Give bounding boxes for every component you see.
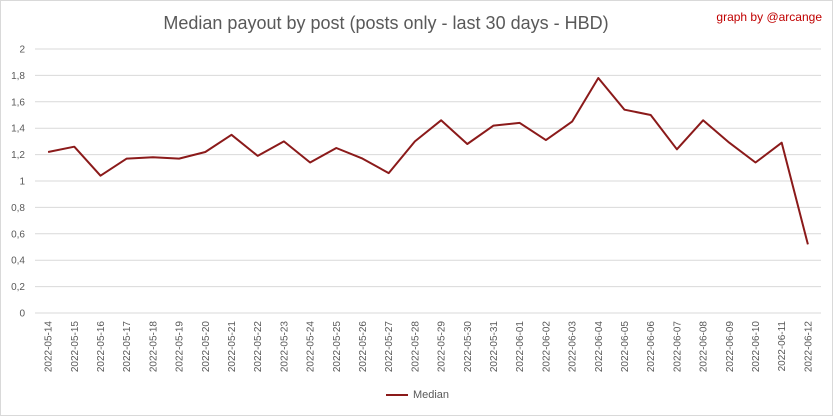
x-tick-label: 2022-05-14: [44, 321, 55, 373]
x-tick-label: 2022-06-06: [646, 321, 657, 373]
legend: Median: [1, 389, 832, 401]
y-tick-label: 1: [19, 177, 25, 188]
series-lines: [47, 77, 809, 245]
y-tick-label: 0,2: [11, 282, 25, 293]
x-tick-label: 2022-06-02: [541, 321, 552, 373]
x-tick-label: 2022-06-07: [672, 321, 683, 373]
x-tick-label: 2022-05-30: [463, 321, 474, 373]
x-tick-label: 2022-05-18: [148, 321, 159, 373]
y-tick-label: 1,6: [11, 97, 25, 108]
x-tick-label: 2022-05-25: [332, 321, 343, 373]
x-tick-label: 2022-05-24: [306, 321, 317, 373]
x-tick-label: 2022-05-21: [227, 321, 238, 373]
chart-credit: graph by @arcange: [716, 10, 822, 24]
x-tick-label: 2022-06-08: [699, 321, 710, 373]
chart-title: Median payout by post (posts only - last…: [163, 13, 609, 33]
x-tick-label: 2022-05-23: [279, 321, 290, 373]
x-tick-label: 2022-06-09: [725, 321, 736, 373]
x-tick-label: 2022-06-12: [803, 321, 814, 373]
x-axis-ticks: 2022-05-14 2022-05-15 2022-05-16 2022-05-17…: [44, 321, 815, 373]
y-tick-label: 0,4: [11, 256, 25, 267]
series-line-median: [47, 77, 809, 245]
x-tick-label: 2022-05-27: [384, 321, 395, 373]
x-tick-label: 2022-05-29: [437, 321, 448, 373]
x-tick-label: 2022-05-17: [122, 321, 133, 373]
gridlines: [35, 48, 821, 314]
y-tick-label: 1,2: [11, 150, 25, 161]
y-axis-ticks: 0 0,2 0,4 0,6 0,8 1 1,2 1,4 1,6 1,8 2: [11, 45, 25, 320]
y-tick-label: 1,8: [11, 71, 25, 82]
x-tick-label: 2022-05-19: [175, 321, 186, 373]
y-tick-label: 0,8: [11, 203, 25, 214]
x-tick-label: 2022-05-31: [489, 321, 500, 373]
x-tick-label: 2022-05-20: [201, 321, 212, 373]
y-tick-label: 0,6: [11, 229, 25, 240]
x-tick-label: 2022-05-16: [96, 321, 107, 373]
x-tick-label: 2022-06-03: [568, 321, 579, 373]
legend-label-median: Median: [412, 389, 450, 401]
x-tick-label: 2022-06-04: [594, 321, 605, 373]
x-tick-label: 2022-05-28: [410, 321, 421, 373]
x-tick-label: 2022-06-10: [751, 321, 762, 373]
y-tick-label: 1,4: [11, 124, 25, 135]
x-tick-label: 2022-05-22: [253, 321, 264, 373]
x-tick-label: 2022-05-15: [70, 321, 81, 373]
y-tick-label: 2: [19, 45, 25, 56]
y-tick-label: 0: [19, 309, 25, 320]
legend-swatch: [385, 394, 408, 397]
x-tick-label: 2022-06-01: [515, 321, 526, 373]
x-tick-label: 2022-05-26: [358, 321, 369, 373]
x-tick-label: 2022-06-11: [777, 321, 788, 372]
x-tick-label: 2022-06-05: [620, 321, 631, 373]
